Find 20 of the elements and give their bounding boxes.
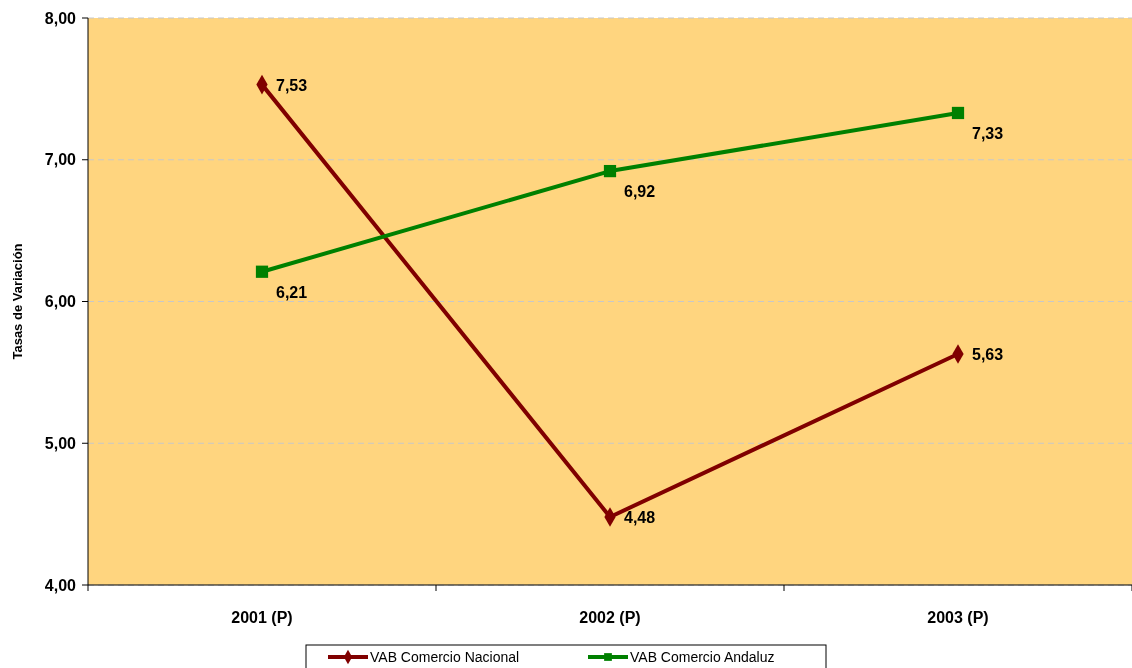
y-tick-label: 5,00 — [44, 434, 77, 452]
point — [255, 265, 269, 278]
y-tick-label: 6,00 — [44, 293, 77, 311]
y-tick-label: 7,00 — [44, 151, 77, 169]
data-label: 6,92 — [624, 183, 656, 201]
data-label: 7,53 — [276, 76, 308, 94]
x-tick-label: 2002 (P) — [579, 609, 641, 626]
y-tick-label: 8,00 — [44, 9, 77, 27]
data-label: 4,48 — [624, 508, 656, 526]
y-axis-title: Tasas de Variación — [10, 243, 25, 360]
legend-label: VAB Comercio Andaluz — [630, 648, 775, 665]
legend-label: VAB Comercio Nacional — [370, 648, 520, 665]
data-label: 7,33 — [972, 124, 1004, 142]
data-label: 5,63 — [972, 345, 1004, 363]
x-tick-label: 2001 (P) — [231, 609, 293, 626]
data-label: 6,21 — [276, 283, 308, 301]
point — [951, 106, 965, 120]
x-tick-label: 2003 (P) — [927, 609, 989, 626]
y-tick-label: 4,00 — [44, 576, 77, 594]
point — [603, 164, 617, 178]
